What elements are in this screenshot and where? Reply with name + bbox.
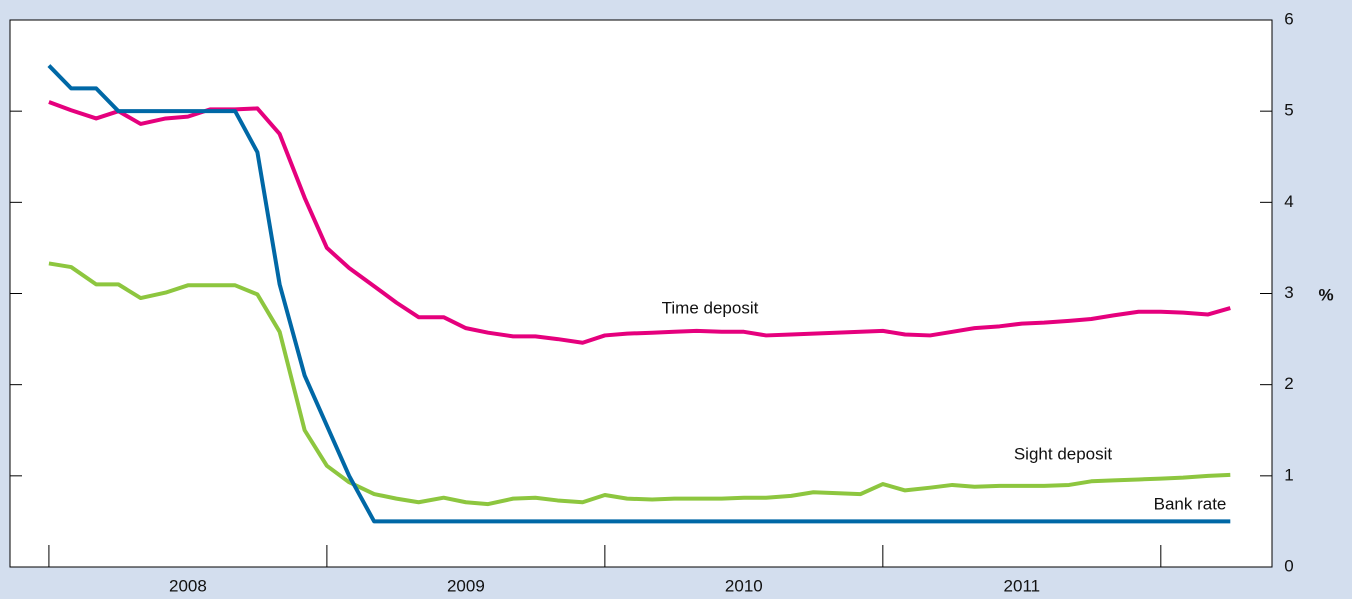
y-tick-label: 0 [1284, 556, 1293, 575]
y-tick-label: 1 [1284, 465, 1293, 484]
y-tick-label: 6 [1284, 9, 1293, 28]
x-category-label: 2009 [447, 576, 485, 595]
x-category-label: 2011 [1004, 576, 1041, 595]
x-category-label: 2008 [169, 576, 207, 595]
series-line [48, 100, 1231, 345]
series-line [47, 64, 1231, 524]
y-axis-label: % [1318, 285, 1333, 304]
y-tick-label: 4 [1284, 192, 1293, 211]
y-tick-label: 2 [1284, 374, 1293, 393]
x-category-label: 2010 [725, 576, 763, 595]
series-label: Sight deposit [1014, 444, 1113, 463]
series-label: Bank rate [1154, 494, 1227, 513]
series-line [48, 261, 1231, 507]
y-tick-label: 5 [1284, 101, 1293, 120]
plot-area [9, 19, 1273, 568]
series-label: Time deposit [662, 298, 759, 317]
y-tick-label: 3 [1284, 283, 1293, 302]
